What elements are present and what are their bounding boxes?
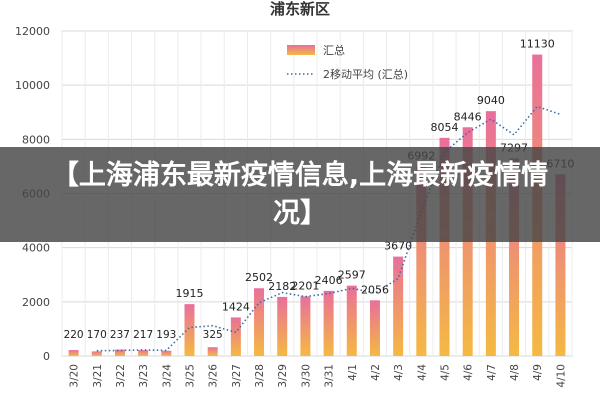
data-label: 1424 [222,300,250,313]
headline-text: 【上海浦东最新疫情信息,上海最新疫情情况】 [51,159,549,229]
x-tick-label: 3/29 [277,364,289,388]
data-label: 2597 [338,269,366,282]
data-label: 3670 [384,240,412,253]
x-tick-label: 3/23 [138,364,150,388]
x-tick-label: 4/2 [370,364,382,381]
bar [416,166,427,356]
x-tick-label: 3/30 [300,364,312,388]
x-tick-label: 3/22 [115,364,127,388]
bar [277,296,288,356]
data-label: 170 [87,329,107,341]
x-tick-label: 3/28 [254,364,266,388]
x-tick-label: 3/31 [324,364,336,388]
x-tick-label: 4/9 [532,364,544,381]
bar [254,288,265,356]
x-tick-label: 4/6 [463,364,475,381]
bar [161,350,172,356]
bar [230,317,241,356]
data-label: 237 [110,329,130,341]
data-label: 2201 [291,279,319,292]
legend-swatch-bar [287,45,315,55]
data-label: 11130 [520,38,555,51]
data-label: 8054 [431,121,459,134]
data-label: 1915 [176,287,204,300]
bar [369,300,380,356]
bar [207,347,218,356]
x-tick-label: 3/21 [92,364,104,388]
legend: 汇总 2移动平均 (汇总) [287,43,408,81]
x-tick-label: 4/1 [347,364,359,381]
bar [555,174,566,356]
x-tick-label: 4/4 [416,364,428,381]
data-label: 2056 [361,283,389,296]
bar [68,350,79,356]
chart-title: 浦东新区 [270,0,330,18]
y-tick-label: 8000 [22,133,50,146]
y-tick-label: 0 [43,350,50,363]
bar [509,158,520,356]
headline-banner: 【上海浦东最新疫情信息,上海最新疫情情况】 [0,147,600,242]
legend-label-line: 2移动平均 (汇总) [323,67,408,81]
data-label: 325 [203,329,223,341]
x-tick-label: 3/24 [161,364,173,388]
moving-average-line [96,105,561,352]
x-tick-label: 3/27 [231,364,243,388]
y-tick-label: 2000 [22,296,50,309]
data-label: 8446 [454,110,482,123]
y-tick-label: 4000 [22,242,50,255]
bar [91,351,102,356]
bar [323,290,334,356]
x-tick-label: 3/26 [208,364,220,388]
x-tick-label: 4/8 [509,364,521,381]
x-tick-label: 4/10 [555,364,567,388]
data-label: 193 [156,329,176,341]
bar [114,349,125,356]
bar [138,350,149,356]
axes: 0200040006000800010000120003/203/213/223… [15,25,567,388]
data-label: 217 [133,329,153,341]
data-label: 220 [64,329,84,341]
bar [300,296,311,356]
y-tick-label: 12000 [15,25,50,38]
bar [393,256,404,356]
data-label: 2406 [315,274,343,287]
data-label: 2502 [245,271,273,284]
bar [439,137,450,356]
x-tick-label: 4/7 [486,364,498,381]
moving-average-path [96,105,561,352]
x-tick-label: 4/5 [440,364,452,381]
y-tick-label: 10000 [15,79,50,92]
bar [184,304,195,356]
x-tick-label: 3/25 [185,364,197,388]
x-tick-label: 4/3 [393,364,405,381]
legend-label-bar: 汇总 [323,43,345,57]
bar [346,285,357,356]
data-label: 2182 [268,280,296,293]
x-tick-label: 3/20 [69,364,81,388]
data-label: 9040 [477,94,505,107]
